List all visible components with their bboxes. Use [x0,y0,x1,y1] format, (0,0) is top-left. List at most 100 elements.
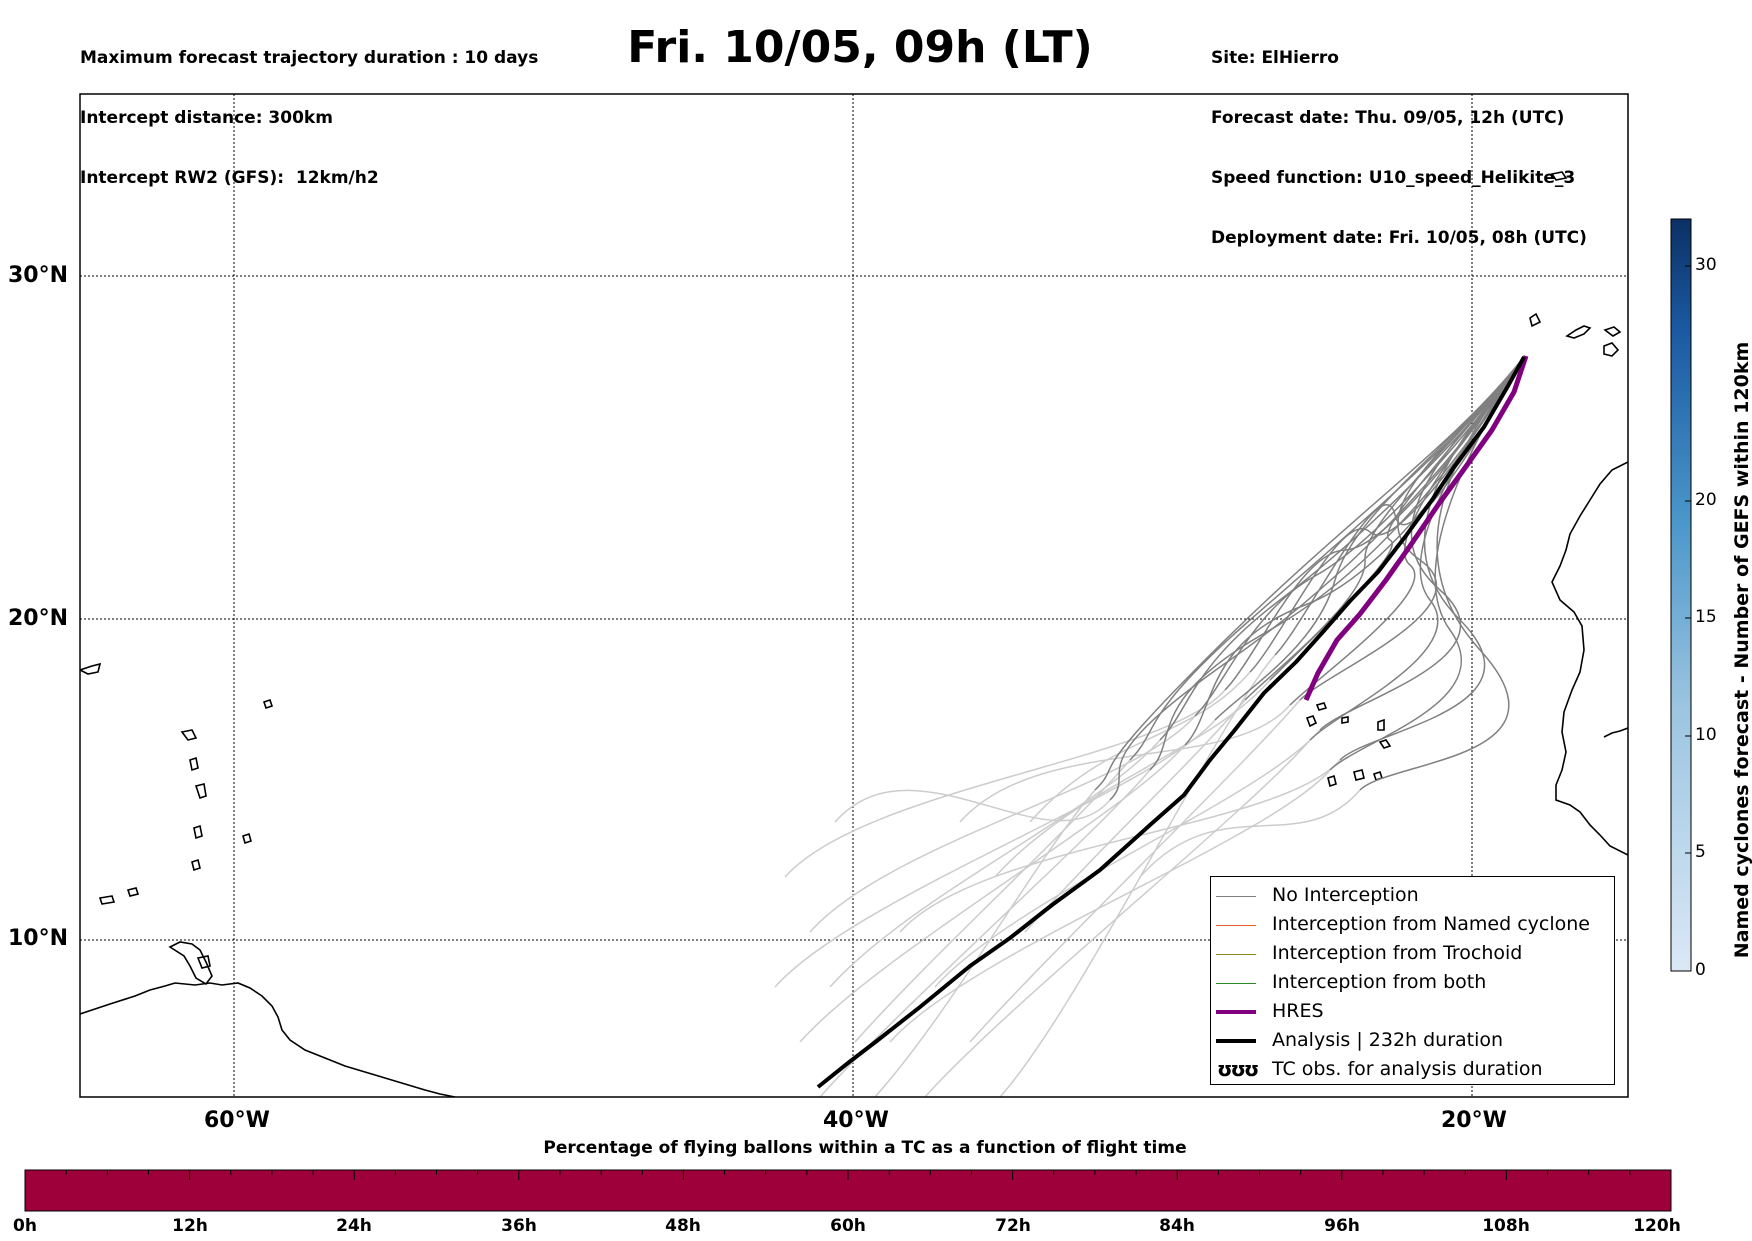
flight-time-tick-24h: 24h [336,1216,372,1236]
island-cape-verde-4 [1377,718,1385,731]
legend-item-hres: HRES [1211,998,1614,1027]
island-cape-verde-1 [1305,715,1318,728]
legend-label-analysis: Analysis | 232h duration [1272,1029,1504,1051]
flight-time-tick-72h: 72h [995,1216,1031,1236]
trajectory-member-late [874,789,1096,1097]
coast-south-america [80,982,456,1097]
trajectory-member [1159,356,1525,741]
island-cape-verde-3 [1341,716,1349,724]
lon-label-20w: 20°W [1441,1108,1507,1133]
legend-label-tc-obs: TC obs. for analysis duration [1272,1058,1543,1080]
trajectory-member-late [959,704,1291,823]
colorbar-title: Named cyclones forecast - Number of GEFS… [1731,341,1752,959]
island-tenerife [1529,312,1542,328]
tc-obs-icon: ʊʊʊ [1217,1057,1259,1081]
lon-label-60w: 60°W [204,1108,270,1133]
trajectory-member-late [834,789,1111,823]
coast-cape-verde-west-africa [1603,727,1628,738]
flight-time-tick-36h: 36h [501,1216,537,1236]
page-title: Fri. 10/05, 09h (LT) [627,22,1093,73]
legend-swatch-both [1216,983,1256,984]
hres-trajectory [1303,355,1529,702]
trajectory-member [1319,356,1525,731]
trajectory-member-late [999,654,1276,1097]
colorbar-gradient [1670,218,1692,972]
colorbar-label-15: 15 [1695,607,1717,627]
legend-item-both: Interception from both [1211,969,1614,998]
colorbar-label-0: 0 [1695,960,1706,980]
trajectory-member [1309,356,1525,741]
island-dominica [189,756,199,772]
trajectory-member [1339,356,1525,761]
intercept-rw2-text: Intercept RW2 (GFS): 12km/h2 [80,168,379,188]
trajectory-member [1214,356,1525,721]
legend-swatch-hres [1216,1010,1256,1014]
island-fuerteventura [1565,325,1592,339]
trajectory-member [1289,356,1525,706]
trajectory-member-late [924,739,1311,1097]
island-grenada [191,858,201,872]
lon-label-40w: 40°W [823,1108,889,1133]
trajectory-member [1244,356,1525,701]
flight-time-tick-120h: 120h [1633,1216,1681,1236]
island-martinique [194,783,207,800]
legend-item-no-interception: No Interception [1211,882,1614,911]
legend-label-hres: HRES [1272,1000,1324,1022]
island-madeira [1550,171,1568,181]
trajectory-member-late [899,759,1341,933]
island-cape-verde-7 [1353,769,1365,781]
lat-label-30n: 30°N [8,263,69,288]
coast-cuba-end [80,662,102,675]
analysis-trajectory [816,356,1526,1089]
legend-item-trochoid: Interception from Trochoid [1211,940,1614,969]
colorbar-label-10: 10 [1695,725,1717,745]
island-st-lucia [193,824,203,840]
island-cape-verde-2 [1315,702,1328,711]
legend-swatch-trochoid [1216,954,1256,955]
trajectory-member-late [889,769,1331,1043]
flight-time-tick-0h: 0h [13,1216,37,1236]
lat-label-10n: 10°N [8,926,69,951]
flight-time-tick-48h: 48h [665,1216,701,1236]
colorbar-label-20: 20 [1695,490,1717,510]
trajectory-member-late [969,699,1301,1043]
trajectory-member [1194,356,1525,717]
legend-swatch-named-cyclone [1216,925,1256,926]
trajectory-member-late [934,729,1321,988]
island-antilles-small [262,698,274,710]
max-duration-text: Maximum forecast trajectory duration : 1… [80,48,539,68]
deployment-date-text: Deployment date: Fri. 10/05, 08h (UTC) [1211,228,1587,248]
trajectory-member-late [784,689,1226,878]
trajectory-member-late [1029,671,1251,823]
trajectory-member [1269,356,1525,681]
header-left-info: Maximum forecast trajectory duration : 1… [80,8,538,208]
flight-time-tick-12h: 12h [172,1216,208,1236]
coast-nw-africa [1551,461,1628,856]
trajectory-member [1094,356,1525,791]
island-cape-verde-5 [1378,739,1392,749]
legend-swatch-analysis [1216,1039,1256,1043]
trajectory-member-late [994,679,1271,878]
flight-time-tick-60h: 60h [830,1216,866,1236]
flight-time-tick-84h: 84h [1159,1216,1195,1236]
flight-time-bar [24,1169,1672,1212]
island-barbados [242,832,252,845]
trajectory-member-late [829,739,1161,988]
legend-item-tc-obs: ʊʊʊ TC obs. for analysis duration [1211,1056,1614,1085]
trajectory-member-late [1139,789,1361,878]
lat-label-20n: 20°N [8,606,69,631]
coastlines [80,171,1628,1097]
flight-time-tick-96h: 96h [1324,1216,1360,1236]
legend-label-named-cyclone: Interception from Named cyclone [1272,913,1590,935]
speed-function-text: Speed function: U10_speed_Helikite_3 [1211,168,1576,188]
colorbar-label-30: 30 [1695,255,1717,275]
island-trinidad [196,955,211,969]
site-text: Site: ElHierro [1211,48,1339,68]
legend-label-trochoid: Interception from Trochoid [1272,942,1523,964]
trajectory-member-late [774,719,1216,988]
colorbar-label-5: 5 [1695,842,1706,862]
islands-abc [98,887,140,905]
trajectory-member-late [809,715,1196,933]
flight-time-tick-108h: 108h [1482,1216,1530,1236]
